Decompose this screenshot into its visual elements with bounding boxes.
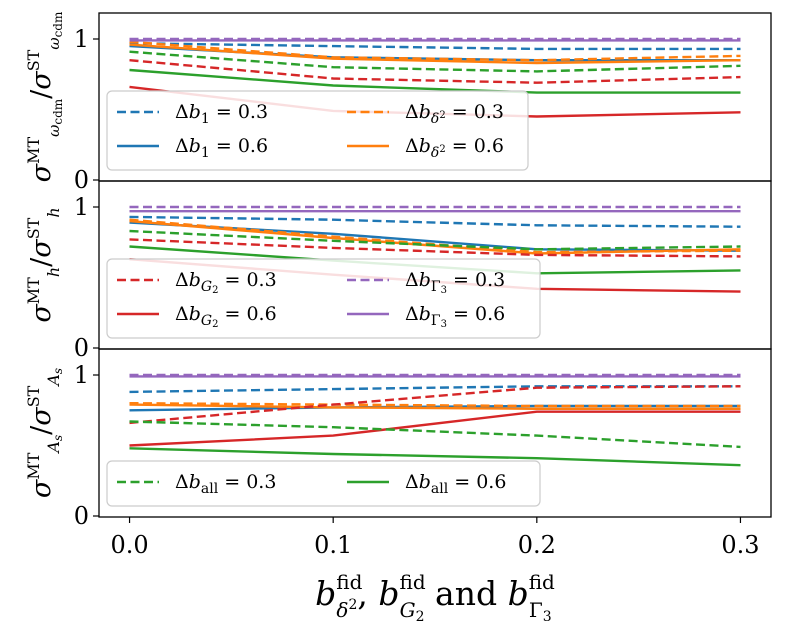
ytick-label: 1 <box>74 25 89 53</box>
series-line-delta-bd2-0-6-omega-cdm <box>129 43 741 65</box>
yticks-As: 01 <box>74 361 99 530</box>
xtick-label: 0.1 <box>314 531 352 559</box>
legend-h: ΔbG2 = 0.3 ΔbΓ3 = 0.3 ΔbG2 = 0.6 ΔbΓ3 = 0.6 <box>106 258 541 339</box>
series-line-delta-ball-0-6-As <box>129 447 741 467</box>
legend-frame <box>106 90 529 171</box>
legend-omega-cdm: Δb1 = 0.3 Δbδ2 = 0.3 Δb1 = 0.6 Δbδ2 = 0.6 <box>106 90 529 171</box>
series-line-delta-ball-0-3-omega-cdm <box>129 50 741 73</box>
series-layer-h <box>129 205 741 293</box>
ylabel-h: σMTh/σSTh <box>24 207 63 322</box>
legend-label-delta-bgamma3-0-3: ΔbΓ3 = 0.3 <box>405 269 505 296</box>
series-line-delta-bg2-0-3-omega-cdm <box>129 59 741 84</box>
series-line-delta-b1-0-3-h <box>129 215 741 228</box>
ylabel-As: σMTAs/σSTAs <box>24 368 65 498</box>
xtick-label: 0.0 <box>110 531 148 559</box>
series-line-delta-b1-0-6-As <box>129 404 741 412</box>
series-line-delta-ball-0-3-As <box>129 420 741 449</box>
series-line-delta-bg2-0-6-As <box>129 410 741 447</box>
ylabel-omega-cdm: σMTωcdm/σSTωcdm <box>24 11 65 182</box>
xlabel: bfid δ2, bfid G2 and bfid Γ3 <box>315 570 555 625</box>
axes-frame-As <box>98 348 772 518</box>
legend-frame <box>106 258 541 339</box>
legend-label-delta-bgamma3-0-6: ΔbΓ3 = 0.6 <box>405 303 505 330</box>
legend-frame <box>106 460 541 507</box>
legend-label-delta-bg2-0-6: ΔbG2 = 0.6 <box>175 303 277 330</box>
ytick-label: 0 <box>74 166 89 194</box>
ytick-label: 1 <box>74 361 89 389</box>
series-layer-omega-cdm <box>129 37 741 118</box>
series-line-delta-bd2-0-3-omega-cdm <box>129 40 741 62</box>
series-line-delta-bg2-0-3-h <box>129 238 741 258</box>
legend-label-delta-bd2-0-6: Δbδ2 = 0.6 <box>405 135 504 161</box>
panel-omega-cdm: 01 σMTωcdm/σSTωcdm <box>24 11 772 194</box>
series-line-delta-bd2-0-3-h <box>129 218 741 254</box>
legend-label-delta-b1-0-6: Δb1 = 0.6 <box>175 135 268 161</box>
series-line-delta-ball-0-3-h <box>129 229 741 251</box>
series-line-delta-b1-0-3-As <box>129 385 741 394</box>
ytick-label: 1 <box>74 193 89 221</box>
panel-As: 01 σMTAs/σSTAs <box>24 348 772 530</box>
ytick-label: 0 <box>74 502 89 530</box>
legend-As: Δball = 0.3 Δball = 0.6 <box>106 460 541 507</box>
series-layer-As <box>129 373 741 467</box>
xtick-label: 0.3 <box>721 531 759 559</box>
legend-label-delta-bg2-0-3: ΔbG2 = 0.3 <box>175 269 277 296</box>
series-line-delta-bd2-0-6-As <box>129 403 741 410</box>
yticks-omega-cdm: 01 <box>74 25 99 194</box>
series-line-delta-bd2-0-3-As <box>129 402 741 408</box>
ytick-label: 0 <box>74 334 89 362</box>
series-line-delta-ball-0-6-omega-cdm <box>129 68 741 94</box>
xtick-label: 0.2 <box>518 531 556 559</box>
legend-label-delta-b1-0-3: Δb1 = 0.3 <box>175 101 268 127</box>
yticks-h: 01 <box>74 193 99 362</box>
xticks: 0.0 0.1 0.2 0.3 <box>110 517 760 559</box>
legend-label-delta-ball-0-3: Δball = 0.3 <box>175 471 276 497</box>
series-line-delta-b1-0-3-omega-cdm <box>129 42 741 51</box>
legend-label-delta-ball-0-6: Δball = 0.6 <box>405 471 506 497</box>
series-line-delta-bg2-0-3-As <box>129 385 741 425</box>
panel-h: 01 σMTh/σSTh <box>24 180 772 362</box>
legend-label-delta-bd2-0-3: Δbδ2 = 0.3 <box>405 101 504 127</box>
